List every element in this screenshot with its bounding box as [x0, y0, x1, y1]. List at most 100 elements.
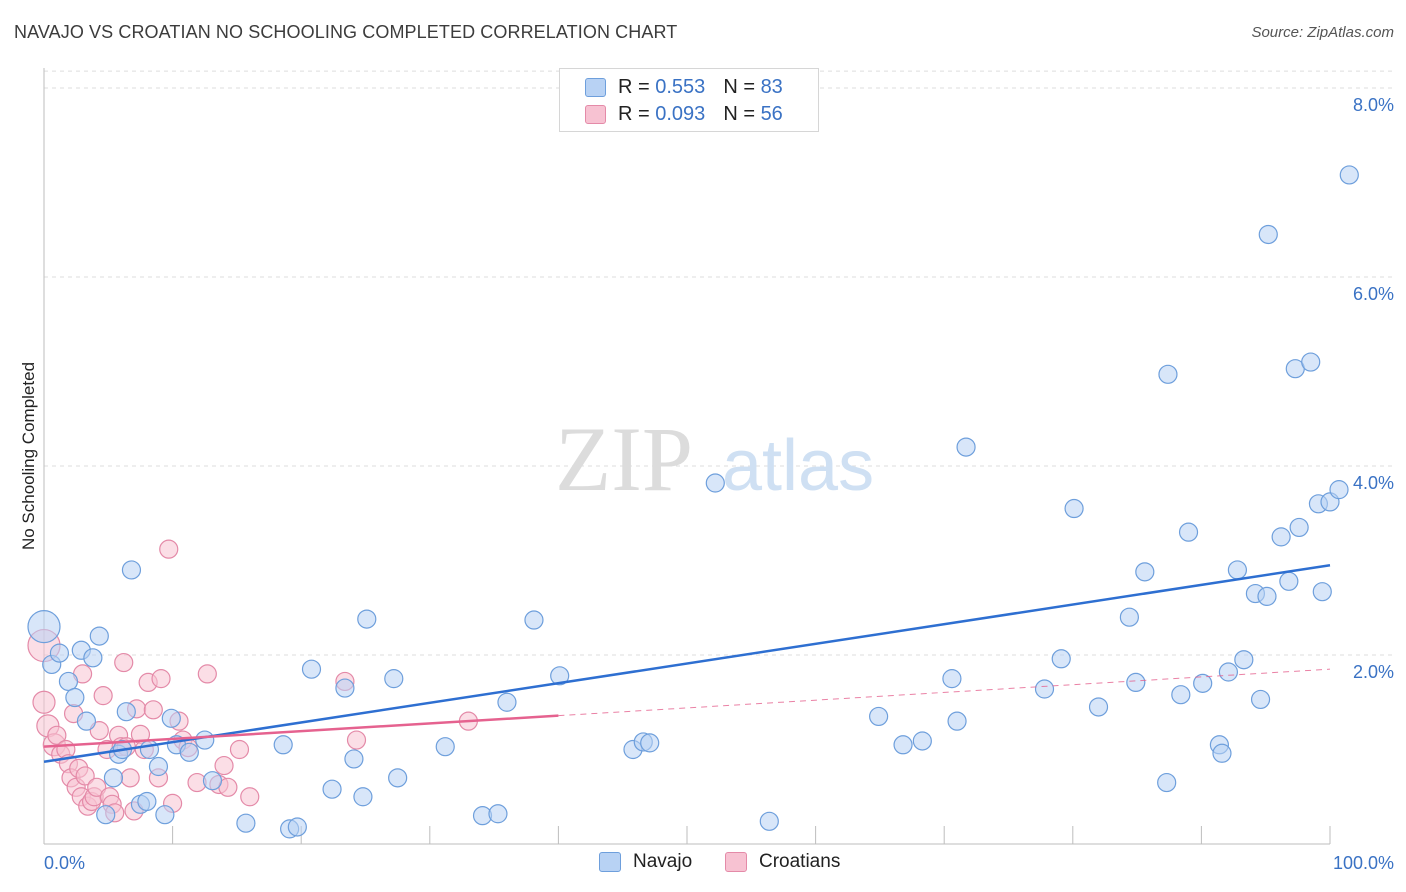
- croatian-point: [346, 730, 367, 750]
- navajo-point: [1329, 480, 1349, 500]
- navajo-n-label: N =: [723, 75, 761, 98]
- croatian-points: [27, 539, 478, 823]
- axes: [43, 68, 1331, 845]
- croatians-r-value: 0.093: [655, 102, 706, 125]
- navajo-point: [869, 706, 889, 727]
- navajo-point: [83, 648, 103, 668]
- y-tick-label: 8.0%: [1353, 95, 1394, 115]
- navajo-trend-line: [43, 563, 1331, 764]
- navajo-point: [1193, 673, 1213, 693]
- navajo-point: [488, 804, 508, 824]
- croatian-point: [93, 686, 113, 706]
- navajo-point: [76, 711, 97, 731]
- navajo-point: [1178, 522, 1199, 542]
- navajo-point: [353, 787, 373, 807]
- navajo-point: [1258, 224, 1278, 245]
- legend-row-navajo: R = 0.553 N = 83: [585, 75, 783, 99]
- croatian-point: [159, 539, 179, 559]
- navajo-point: [956, 437, 976, 457]
- croatian-point: [75, 766, 95, 786]
- navajo-point: [1064, 498, 1084, 519]
- navajo-point: [947, 711, 967, 731]
- legend-item-croatians: Croatians: [725, 851, 840, 873]
- navajo-point: [388, 768, 408, 788]
- navajo-point: [357, 609, 377, 629]
- stats-legend: R = 0.553 N = 83 R = 0.093 N = 56: [559, 68, 819, 132]
- navajo-point: [322, 779, 342, 799]
- navajo-point: [942, 669, 962, 689]
- croatian-point: [114, 652, 134, 673]
- navajo-point: [179, 742, 199, 762]
- navajo-point: [759, 811, 779, 831]
- navajo-point: [236, 813, 256, 833]
- navajo-point: [155, 805, 175, 825]
- navajo-point: [1212, 743, 1232, 763]
- navajo-point: [435, 737, 455, 757]
- x-tick-label: 0.0%: [44, 853, 85, 873]
- navajo-point: [1157, 772, 1177, 793]
- watermark: ZIP atlas: [555, 408, 874, 510]
- navajo-point: [301, 659, 322, 679]
- x-tick-label: 100.0%: [1333, 853, 1394, 873]
- navajo-point: [137, 791, 157, 812]
- croatians-r-label: R =: [618, 102, 656, 125]
- croatian-point: [143, 700, 163, 720]
- navajo-point: [96, 805, 116, 825]
- navajo-point: [58, 671, 79, 692]
- navajo-point: [524, 610, 544, 630]
- navajo-point: [139, 739, 160, 760]
- y-axis-label: No Schooling Completed: [19, 362, 38, 550]
- navajo-point: [1301, 352, 1321, 372]
- navajo-point: [497, 692, 517, 712]
- croatian-trend-extension: [558, 668, 1331, 717]
- croatian-point: [229, 739, 250, 760]
- watermark-atlas: atlas: [722, 426, 874, 506]
- navajo-point: [27, 610, 61, 644]
- trend-lines: [43, 563, 1331, 764]
- navajo-point: [705, 473, 725, 493]
- croatian-point: [240, 787, 260, 807]
- croatian-trend-line: [43, 714, 559, 748]
- y-tick-label: 4.0%: [1353, 473, 1394, 493]
- navajo-r-label: R =: [618, 75, 656, 98]
- navajo-point: [195, 730, 215, 750]
- navajo-point: [912, 731, 932, 751]
- croatian-point: [47, 725, 67, 745]
- croatians-swatch: [585, 104, 606, 124]
- navajo-point: [49, 643, 70, 663]
- legend-item-navajo: Navajo: [599, 851, 692, 873]
- croatian-point: [87, 777, 107, 797]
- croatians-n-value: 56: [760, 102, 783, 125]
- chart-title: NAVAJO VS CROATIAN NO SCHOOLING COMPLETE…: [14, 22, 678, 42]
- navajo-point: [640, 733, 660, 753]
- navajo-point: [344, 749, 364, 769]
- navajo-point: [1279, 571, 1299, 591]
- navajo-point: [1051, 649, 1071, 669]
- navajo-points: [27, 165, 1359, 839]
- grid: [44, 70, 1392, 656]
- croatian-point: [151, 669, 171, 689]
- navajo-r-value: 0.553: [655, 75, 706, 98]
- navajo-legend-swatch: [599, 852, 621, 872]
- navajo-point: [287, 817, 307, 837]
- navajo-point: [335, 678, 355, 698]
- navajo-legend-label: Navajo: [633, 851, 693, 872]
- navajo-point: [1126, 672, 1146, 693]
- navajo-point: [1227, 560, 1248, 580]
- navajo-point: [273, 735, 293, 755]
- navajo-point: [103, 768, 124, 788]
- navajo-point: [1135, 562, 1155, 582]
- navajo-point: [1271, 527, 1291, 547]
- croatian-point: [89, 720, 109, 741]
- navajo-point: [893, 735, 913, 755]
- navajo-point: [1034, 679, 1055, 699]
- navajo-point: [384, 669, 404, 689]
- croatians-legend-label: Croatians: [759, 851, 841, 872]
- croatian-point: [197, 664, 217, 684]
- navajo-point: [161, 708, 181, 728]
- navajo-point: [121, 560, 142, 580]
- navajo-point: [1312, 582, 1332, 602]
- navajo-point: [1088, 697, 1109, 717]
- y-tick-label: 2.0%: [1353, 662, 1394, 682]
